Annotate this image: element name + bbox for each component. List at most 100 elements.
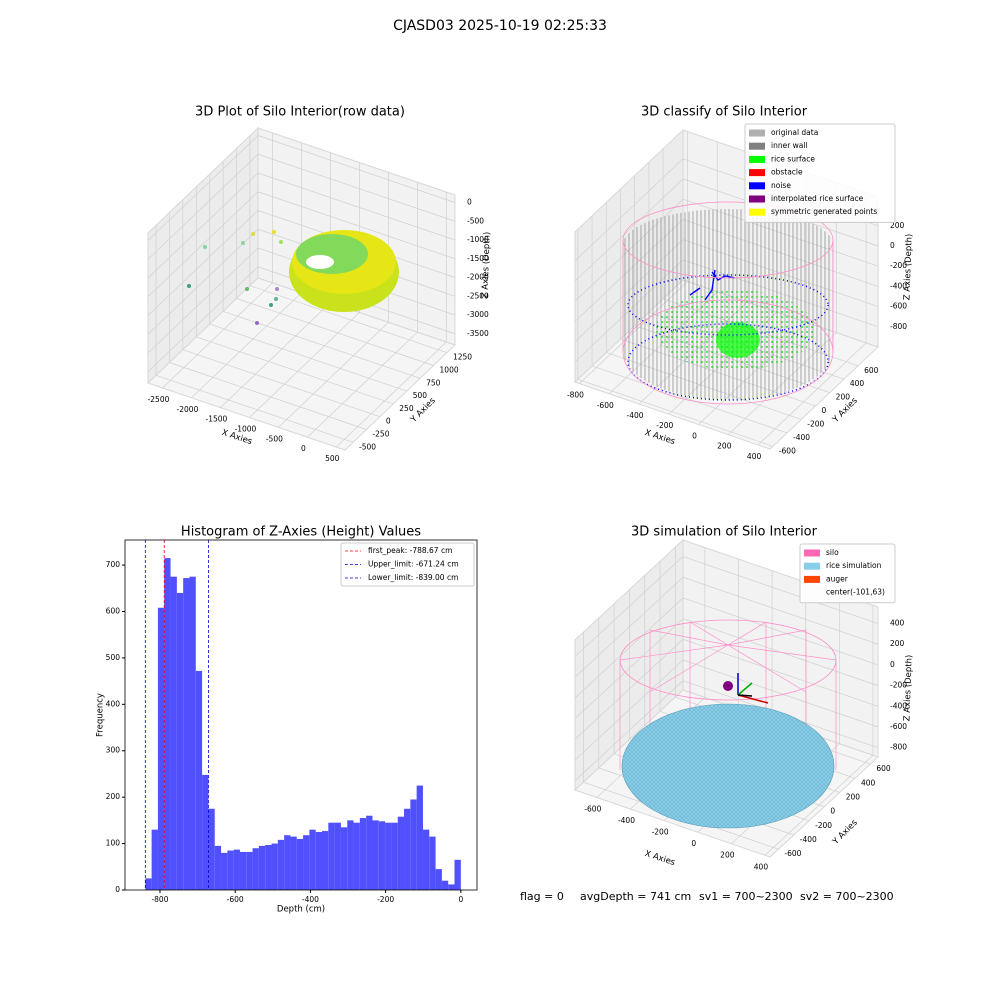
legend-swatch: [749, 129, 765, 137]
x-tick-label: -400: [626, 411, 643, 420]
x-axis-label: Depth (cm): [277, 905, 325, 915]
y-tick-label: -600: [784, 849, 801, 858]
x-tick-label: 0: [692, 431, 697, 440]
bar: [277, 839, 285, 890]
grid-line: [591, 365, 788, 434]
bar: [239, 851, 247, 890]
legend-swatch: [749, 155, 765, 163]
x-tick-label: -600: [584, 805, 601, 814]
grid-line: [757, 342, 867, 446]
x-tick-label: -600: [597, 401, 614, 410]
grid-line: [278, 322, 389, 428]
legend-label: Lower_limit: -839.00 cm: [368, 573, 458, 582]
bar: [265, 844, 272, 890]
x-tick-label: 200: [720, 851, 735, 860]
z-tick-label: -600: [890, 722, 907, 731]
bar: [221, 852, 228, 890]
grid-line: [249, 312, 360, 418]
grid-line: [257, 153, 456, 222]
bar: [176, 592, 184, 890]
y-tick-label: 0: [830, 807, 835, 816]
grid-line: [574, 178, 684, 282]
legend-box: [799, 543, 896, 604]
y-tick-label: 200: [106, 792, 121, 801]
grid-line: [336, 341, 447, 448]
bar: [340, 827, 348, 890]
z-tick-label: 0: [890, 241, 895, 250]
y-tick-label: 1250: [453, 353, 472, 362]
y-tick-label: -500: [359, 442, 376, 451]
y-tick-label: 700: [106, 560, 121, 569]
y-tick-label: -250: [372, 430, 389, 439]
z-tick-label: 200: [890, 639, 905, 648]
bar: [372, 820, 379, 890]
x-tick-label: 0: [458, 895, 463, 904]
figure-title: CJASD03 2025-10-19 02:25:33: [393, 18, 607, 34]
x-tick-label: -1500: [206, 415, 228, 424]
footer-text: sv2 = 700~2300: [800, 890, 894, 903]
bar: [170, 576, 177, 890]
bar: [233, 849, 240, 890]
legend-label: noise: [771, 181, 791, 190]
grid-line: [682, 556, 879, 624]
bar: [422, 829, 430, 890]
y-tick-label: 600: [106, 606, 121, 615]
legend-label: inner wall: [771, 141, 808, 150]
legend-box: [744, 123, 896, 223]
x-tick-label: -400: [302, 895, 319, 904]
legend-swatch: [804, 575, 820, 583]
chart-title: 3D Plot of Silo Interior(row data): [195, 105, 405, 120]
y-tick-label: 600: [864, 366, 879, 375]
z-tick-label: -400: [890, 701, 907, 710]
footer: flag = 0 avgDepth = 741 cm sv1 = 700~230…: [520, 890, 894, 903]
z-tick-label: 200: [890, 221, 905, 230]
grid-line: [682, 597, 879, 666]
bar: [252, 848, 259, 890]
legend-label: center(-101,63): [826, 588, 885, 597]
legend-swatch: [749, 182, 765, 190]
bar: [284, 835, 291, 890]
grid-line: [764, 755, 874, 856]
bar: [366, 815, 373, 890]
x-tick-label: -200: [652, 828, 669, 837]
legend-swatch: [749, 195, 765, 203]
z-tick-label: -400: [890, 281, 907, 290]
x-tick-label: 200: [717, 442, 732, 451]
legend-label: interpolated rice surface: [771, 194, 864, 203]
x-tick-label: 400: [754, 862, 769, 871]
x-tick-label: -200: [377, 895, 394, 904]
classified-cloud: [622, 201, 834, 405]
chart-title: 3D simulation of Silo Interior: [631, 525, 818, 540]
grid-line: [574, 618, 684, 719]
silo-simulation: [619, 619, 837, 829]
bar: [441, 880, 449, 890]
z-tick-label: 0: [890, 660, 895, 669]
legend-swatch: [804, 562, 820, 570]
grid-line: [682, 659, 879, 728]
bar: [347, 820, 354, 890]
grid-line: [574, 659, 684, 761]
y-tick-label: 400: [106, 699, 121, 708]
z-tick-label: -600: [890, 302, 907, 311]
grid-line: [155, 374, 354, 443]
grid-line: [196, 336, 394, 405]
legend-swatch: [749, 169, 765, 177]
chart-title: 3D classify of Silo Interior: [641, 105, 808, 120]
bar: [391, 822, 398, 890]
grid-line: [209, 323, 407, 392]
grid-line: [574, 639, 684, 740]
y-tick-label: -600: [779, 446, 796, 455]
bar: [290, 836, 297, 890]
bar: [195, 670, 203, 890]
grid-line: [574, 597, 684, 699]
bar: [208, 808, 215, 890]
x-tick-label: -2500: [148, 395, 170, 404]
bar: [416, 785, 423, 890]
bar: [151, 829, 158, 890]
legend-label: symmetric generated points: [771, 207, 877, 216]
legend-label: silo: [826, 548, 839, 557]
grid-line: [191, 292, 302, 399]
grid-line: [574, 680, 684, 781]
z-tick-label: 400: [890, 619, 905, 628]
